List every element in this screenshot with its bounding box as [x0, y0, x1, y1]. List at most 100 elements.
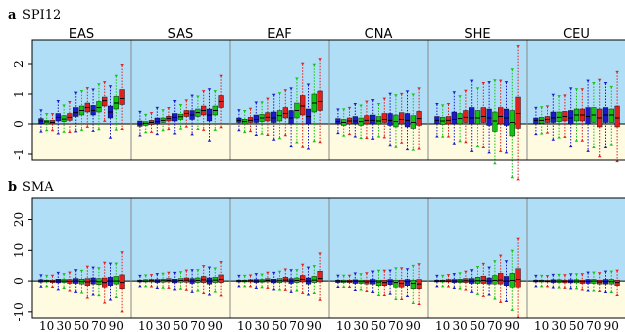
whisker-marker [300, 263, 305, 267]
box [480, 275, 486, 284]
whisker-marker [580, 139, 585, 142]
whisker-marker [248, 107, 253, 111]
whisker-marker [178, 103, 183, 107]
whisker-marker [318, 298, 322, 301]
box [282, 107, 288, 119]
whisker-marker [283, 133, 288, 137]
whisker-marker [388, 269, 392, 273]
whisker-marker [102, 301, 107, 304]
whisker-marker [138, 110, 142, 114]
whisker-marker [382, 135, 387, 139]
whisker-marker [97, 293, 101, 297]
whisker-marker [440, 284, 445, 288]
whisker-marker [446, 284, 451, 288]
whisker-marker [580, 88, 585, 91]
panel-b-letter: b [8, 180, 17, 195]
whisker-marker [458, 287, 462, 290]
whisker-marker [50, 113, 55, 116]
box [387, 279, 393, 285]
whisker-marker [498, 79, 503, 83]
whisker-marker [557, 95, 561, 98]
whisker-marker [219, 74, 223, 78]
whisker-marker [388, 292, 392, 295]
whisker-marker [336, 285, 340, 289]
whisker-marker [452, 273, 457, 276]
whisker-marker [534, 284, 538, 288]
whisker-marker [50, 285, 55, 289]
whisker-marker [417, 147, 421, 150]
box [300, 275, 306, 283]
whisker-marker [271, 93, 276, 97]
box [370, 114, 376, 125]
whisker-marker [108, 85, 113, 88]
whisker-marker [534, 106, 538, 110]
category-tick-label: 70 [190, 319, 205, 332]
whisker-marker [44, 113, 49, 116]
whisker-marker [475, 266, 480, 269]
box [550, 111, 556, 123]
whisker-marker [138, 274, 142, 278]
whisker-marker [266, 133, 270, 136]
category-tick-label: 30 [452, 319, 467, 332]
whisker-marker [440, 135, 445, 138]
whisker-marker [341, 108, 346, 111]
whisker-marker [615, 269, 619, 273]
whisker-marker [102, 81, 107, 84]
category-tick-label: 10 [39, 319, 54, 332]
whisker-marker [487, 266, 491, 270]
whisker-marker [138, 284, 142, 288]
whisker-marker [114, 262, 119, 266]
whisker-marker [504, 260, 509, 263]
whisker-marker [440, 104, 445, 107]
whisker-marker [563, 286, 567, 289]
whisker-marker [184, 288, 189, 291]
category-tick-label: 30 [353, 319, 368, 332]
whisker-marker [574, 273, 579, 276]
box [271, 111, 277, 123]
whisker-marker [318, 252, 322, 255]
whisker-marker [295, 77, 299, 80]
whisker-marker [592, 271, 596, 275]
whisker-marker [266, 286, 270, 289]
whisker-marker [405, 294, 410, 298]
box [515, 268, 521, 288]
box [288, 110, 294, 125]
box [300, 95, 306, 116]
box [154, 117, 160, 125]
whisker-marker [516, 45, 520, 48]
whisker-marker [551, 93, 556, 97]
box [585, 107, 591, 125]
whisker-marker [306, 293, 311, 296]
whisker-marker [85, 87, 90, 90]
whisker-marker [207, 88, 212, 91]
whisker-marker [91, 88, 95, 92]
whisker-marker [545, 275, 550, 278]
whisker-marker [56, 132, 61, 135]
whisker-marker [120, 251, 124, 254]
whisker-marker [149, 284, 154, 288]
whisker-marker [196, 289, 200, 292]
box [102, 96, 108, 107]
whisker-marker [516, 237, 520, 241]
whisker-marker [242, 284, 247, 288]
whisker-marker [545, 105, 550, 108]
whisker-marker [609, 85, 614, 89]
whisker-marker [464, 270, 468, 274]
whisker-marker [277, 288, 282, 291]
whisker-marker [190, 290, 194, 293]
whisker-marker [167, 127, 171, 131]
whisker-marker [260, 101, 264, 104]
whisker-marker [563, 135, 567, 138]
whisker-marker [382, 293, 387, 297]
plot-frame [31, 197, 625, 319]
whisker-marker [563, 94, 567, 98]
panel-a-title: SPI12 [22, 8, 61, 23]
whisker-marker [539, 284, 544, 288]
whisker-marker [50, 128, 55, 132]
whisker-marker [475, 292, 480, 295]
whisker-marker [510, 175, 515, 179]
whisker-marker [143, 274, 148, 278]
whisker-marker [167, 271, 171, 275]
box [492, 275, 498, 285]
